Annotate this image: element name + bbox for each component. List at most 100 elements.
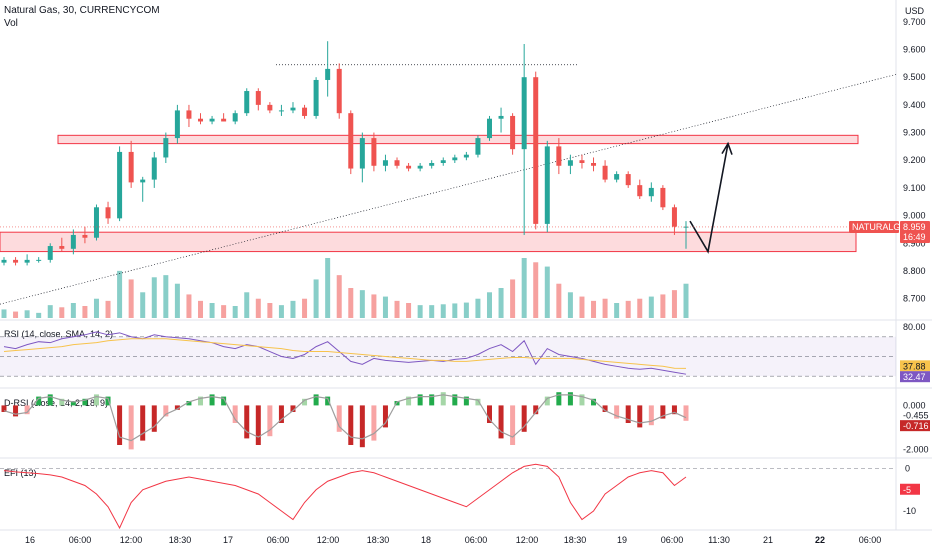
time-tick-label: 06:00: [465, 535, 488, 545]
drsi-bar: [406, 396, 412, 406]
candle-body: [406, 165, 412, 169]
currency-label: USD: [905, 6, 925, 16]
time-tick-label: 12:00: [120, 535, 143, 545]
drsi-bar: [429, 394, 435, 406]
volume-bar: [13, 311, 19, 318]
drsi-bar: [302, 398, 308, 406]
volume-bar: [579, 296, 585, 318]
volume-bar: [625, 300, 631, 318]
candle-body: [660, 187, 666, 208]
volume-bar: [475, 298, 481, 318]
volume-bar: [348, 288, 354, 318]
drsi-bar: [278, 405, 284, 423]
candle-body: [163, 138, 169, 158]
candle-body: [255, 91, 261, 105]
trend-line: [0, 74, 897, 305]
volume-bar: [1, 309, 7, 318]
supply-demand-zone: [57, 134, 859, 145]
drsi-bar: [614, 405, 620, 419]
drsi-bar: [117, 405, 123, 445]
volume-bar: [93, 298, 99, 318]
candle-body: [336, 68, 342, 114]
candle-body: [232, 113, 238, 122]
drsi-bar: [648, 405, 654, 426]
candle-body: [359, 138, 365, 169]
drsi-bar: [325, 396, 331, 406]
volume-bar: [440, 304, 446, 318]
last-price-badge: [900, 220, 930, 243]
price-tick-label: 9.500: [903, 72, 926, 82]
drsi-bar: [579, 394, 585, 406]
volume-bar: [533, 262, 539, 318]
drsi-value: -0.455: [903, 410, 929, 420]
price-tick-label: 9.000: [903, 211, 926, 221]
candle-body: [614, 174, 620, 180]
candle-body: [140, 179, 146, 183]
candle-body: [70, 234, 76, 249]
candle-body: [521, 77, 527, 150]
candle-body: [591, 163, 597, 166]
candle-body: [47, 246, 53, 260]
drsi-bar: [47, 394, 53, 406]
candle-body: [209, 118, 215, 122]
volume-bar: [567, 292, 573, 318]
rsi-ma-value: 37.88: [903, 361, 926, 371]
candle-body: [579, 160, 585, 163]
drsi-tick-minus2: -2.000: [903, 444, 929, 454]
time-tick-label: 19: [617, 535, 627, 545]
candle-body: [348, 113, 354, 169]
candle-body: [394, 160, 400, 166]
price-tick-label: 9.200: [903, 155, 926, 165]
volume-bar: [382, 296, 388, 318]
volume-bar: [313, 279, 319, 318]
price-tick-label: 8.900: [903, 238, 926, 248]
supply-demand-zone: [0, 231, 857, 253]
efi-line: [3, 463, 687, 530]
candle-body: [325, 68, 331, 80]
drsi-bar: [163, 405, 169, 417]
volume-bar: [510, 279, 516, 318]
drsi-bar: [510, 405, 516, 445]
efi-tick-0: 0: [905, 464, 910, 474]
price-tick-label: 8.800: [903, 266, 926, 276]
drsi-bar: [475, 398, 481, 406]
candle-body: [151, 157, 157, 180]
volume-bar: [591, 300, 597, 318]
time-tick-label: 06:00: [859, 535, 882, 545]
drsi-bar: [82, 398, 88, 406]
rsi-ma-badge: [900, 360, 930, 372]
drsi-bar: [24, 405, 30, 415]
rsi-value: 32.47: [903, 372, 926, 382]
candle-body: [313, 79, 319, 116]
candle-body: [544, 146, 550, 224]
volume-bar: [394, 300, 400, 318]
drsi-bar: [567, 392, 573, 406]
candle-body: [498, 115, 504, 119]
drsi-bar: [671, 405, 677, 415]
price-tick-label: 9.600: [903, 45, 926, 55]
drsi-bar: [394, 401, 400, 406]
time-tick-label: 21: [763, 535, 773, 545]
time-tick-label: 12:00: [516, 535, 539, 545]
volume-bar: [486, 292, 492, 318]
drsi-bar: [198, 396, 204, 406]
candle-body: [671, 207, 677, 227]
candle-body: [510, 115, 516, 150]
candle-body: [371, 138, 377, 166]
price-tick-label: 9.400: [903, 100, 926, 110]
volume-bar: [151, 277, 157, 318]
volume-bar: [417, 305, 423, 318]
candle-body: [683, 226, 689, 228]
volume-bar: [232, 306, 238, 318]
drsi-bar: [359, 405, 365, 448]
efi-title: EFI (13): [4, 468, 37, 478]
drsi-value2: -0.716: [903, 421, 929, 431]
time-tick-label: 18:30: [564, 535, 587, 545]
time-tick-label: 17: [223, 535, 233, 545]
drsi-bar: [232, 405, 238, 423]
drsi-bar: [93, 394, 99, 406]
volume-bar: [278, 305, 284, 318]
projection-arrow: [689, 143, 729, 254]
volume-bar: [70, 303, 76, 318]
